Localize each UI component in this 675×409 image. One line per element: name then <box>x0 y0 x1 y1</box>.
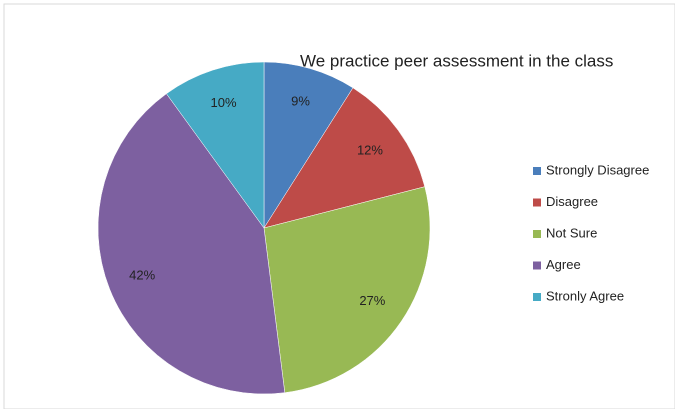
pie-slice <box>263 87 426 229</box>
legend-swatch <box>533 198 541 207</box>
pie-slice <box>166 61 265 229</box>
legend-swatch <box>533 167 541 175</box>
pie-slice <box>263 61 354 229</box>
pie-slice <box>97 93 286 395</box>
data-label: 10% <box>211 95 237 110</box>
legend-label: Not Sure <box>546 225 597 240</box>
legend-label: Disagree <box>546 194 598 209</box>
chart-title: We practice peer assessment in the class <box>300 51 613 70</box>
legend-label: Agree <box>546 257 581 272</box>
legend-swatch <box>533 230 541 238</box>
pie-slice <box>263 186 431 393</box>
data-label: 9% <box>291 94 310 109</box>
data-label: 27% <box>359 293 385 308</box>
legend-swatch <box>533 261 541 270</box>
legend-label: Stronly Agree <box>546 288 624 303</box>
legend-label: Strongly Disagree <box>546 162 649 177</box>
data-label: 12% <box>357 142 383 157</box>
legend-swatch <box>533 293 541 301</box>
data-label: 42% <box>129 268 155 283</box>
